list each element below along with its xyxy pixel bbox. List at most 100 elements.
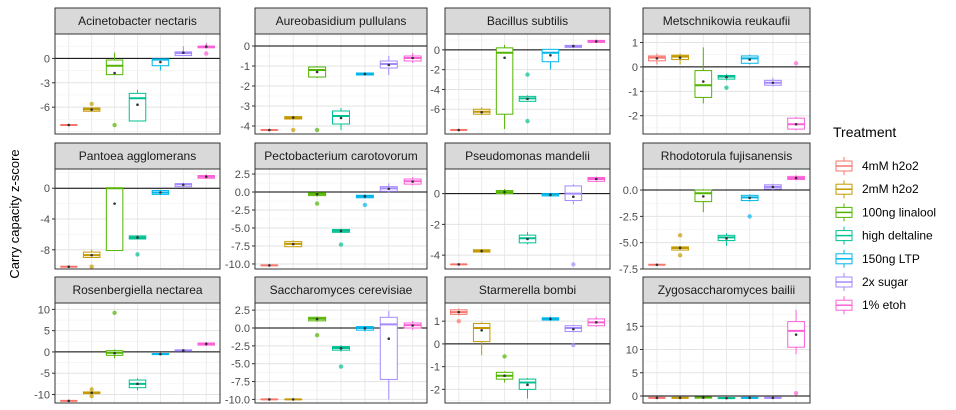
box-mean-point xyxy=(387,337,391,341)
y-tick-label: 0 xyxy=(434,339,440,351)
legend-label: high deltaline xyxy=(862,229,933,243)
boxplot xyxy=(403,176,422,186)
y-tick-label: 0.0 xyxy=(623,185,638,197)
boxplot xyxy=(495,354,514,383)
boxplot xyxy=(541,316,560,322)
box-mean-point xyxy=(771,396,775,400)
box-mean-point xyxy=(771,185,775,189)
boxplot xyxy=(518,232,537,245)
box-mean-point xyxy=(748,396,751,400)
legend-item: 4mM h2o2 xyxy=(834,156,919,176)
outlier-point xyxy=(89,387,94,392)
box-mean-point xyxy=(794,333,798,336)
y-tick-label: 0 xyxy=(434,45,440,57)
legend-item: 2mM h2o2 xyxy=(834,179,919,200)
boxplot xyxy=(105,52,124,128)
box-mean-point xyxy=(339,229,343,233)
box-mean-point xyxy=(702,396,705,399)
box-mean-point xyxy=(291,398,295,401)
box-mean-point xyxy=(67,399,71,403)
boxplot xyxy=(260,264,279,267)
boxplot xyxy=(518,378,537,399)
y-tick-label: -4 xyxy=(430,250,440,262)
boxplot xyxy=(60,123,78,127)
y-tick-label: -8 xyxy=(40,245,50,257)
facet-panel: Acinetobacter nectaris 0 -3 -6 xyxy=(40,7,221,135)
boxplot xyxy=(671,53,689,65)
outlier-point xyxy=(112,122,117,128)
box-mean-point xyxy=(182,183,185,187)
legend-item: 150ng LTP xyxy=(834,248,920,269)
box-mean-point xyxy=(549,53,552,57)
boxplot xyxy=(308,66,327,133)
y-tick-label: -2 xyxy=(430,219,440,231)
legend-label: 2x sugar xyxy=(862,275,908,289)
facet-title: Saccharomyces cerevisiae xyxy=(270,283,413,297)
box-mean-point xyxy=(268,398,271,401)
facet-panel: Bacillus subtilis 0 -2 -4 -6 xyxy=(430,7,611,135)
boxplot xyxy=(717,396,736,400)
box-mean-point xyxy=(794,176,798,180)
box-mean-point xyxy=(594,177,598,181)
box-mean-point xyxy=(457,263,461,266)
box-mean-point xyxy=(268,264,271,267)
boxplot xyxy=(355,72,374,76)
facet-title: Bacillus subtilis xyxy=(487,14,568,28)
panel-grid: Acinetobacter nectaris0-3-6Aureobasidium… xyxy=(34,7,811,406)
box-mean-point xyxy=(771,81,775,85)
box-iqr xyxy=(495,47,514,115)
box-mean-point xyxy=(315,192,319,196)
panel-border xyxy=(444,168,611,270)
legend-title: Treatment xyxy=(833,124,896,140)
box-mean-point xyxy=(136,236,139,239)
box-mean-point xyxy=(594,40,598,43)
boxplot xyxy=(151,189,170,196)
y-tick-label: 10 xyxy=(38,304,50,316)
boxplot xyxy=(60,265,78,268)
box-mean-point xyxy=(90,391,93,395)
outlier-point xyxy=(314,332,320,338)
box-mean-point xyxy=(457,310,461,314)
boxplot xyxy=(284,398,303,401)
box-iqr xyxy=(105,187,124,252)
boxplot xyxy=(587,316,605,327)
box-mean-point xyxy=(725,396,728,400)
boxplot xyxy=(128,235,147,257)
box-mean-point xyxy=(526,383,529,387)
box-mean-point xyxy=(411,56,414,60)
boxplot xyxy=(740,194,759,219)
y-tick-label: 15 xyxy=(626,321,638,333)
legend-items: 4mM h2o2 2mM h2o2 100ng linalool high delta… xyxy=(834,156,936,316)
facet-strip xyxy=(444,142,611,170)
y-tick-label: 2.5 xyxy=(235,169,250,181)
boxplot xyxy=(587,39,605,43)
box-mean-point xyxy=(702,195,705,198)
boxplot xyxy=(740,396,759,400)
outlier-point xyxy=(89,101,94,107)
legend: Treatment 4mM h2o2 2mM h2o2 100ng linalool… xyxy=(833,124,936,316)
outlier-point xyxy=(502,354,507,359)
facet-title: Metschnikowia reukaufii xyxy=(663,14,790,28)
y-tick-label: -1 xyxy=(430,362,440,374)
box-mean-point xyxy=(204,342,208,346)
boxplot xyxy=(260,128,279,132)
box-mean-point xyxy=(678,246,682,250)
y-tick-label: -10.0 xyxy=(225,259,250,271)
y-tick-label: 0.0 xyxy=(235,323,250,335)
boxplot xyxy=(764,396,782,400)
y-tick-label: -5 xyxy=(40,368,50,380)
y-tick-label: 0 xyxy=(632,391,638,403)
boxplot xyxy=(260,398,279,401)
y-tick-label: -1 xyxy=(628,86,638,98)
y-tick-label: 0 xyxy=(632,62,638,74)
facet-title: Zygosaccharomyces bailii xyxy=(658,283,795,297)
box-mean-point xyxy=(655,57,659,60)
panel-border xyxy=(642,33,811,135)
box-mean-point xyxy=(725,237,728,240)
box-mean-point xyxy=(549,317,552,321)
boxplot xyxy=(472,107,491,116)
facet-title: Pantoea agglomerans xyxy=(79,149,196,163)
y-tick-label: -4 xyxy=(240,121,250,133)
panel-border xyxy=(54,168,221,270)
y-tick-label: -1 xyxy=(240,61,250,73)
